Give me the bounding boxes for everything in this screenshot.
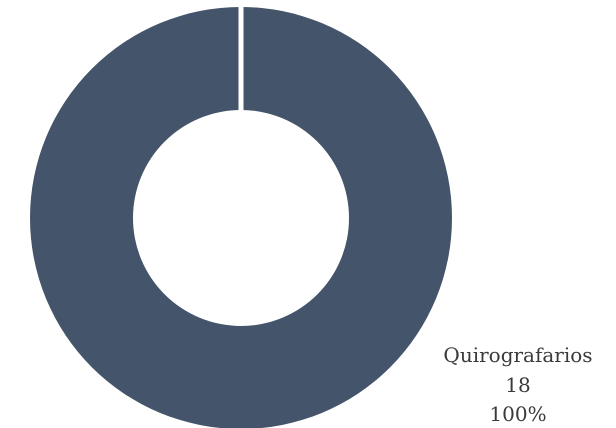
data-label-name: Quirografarios — [443, 343, 592, 367]
donut-slice — [30, 7, 452, 428]
data-label-percent: 100% — [489, 402, 546, 426]
donut-slices — [30, 6, 452, 428]
data-label-value: 18 — [505, 373, 530, 397]
data-labels: Quirografarios 18 100% — [443, 343, 592, 426]
